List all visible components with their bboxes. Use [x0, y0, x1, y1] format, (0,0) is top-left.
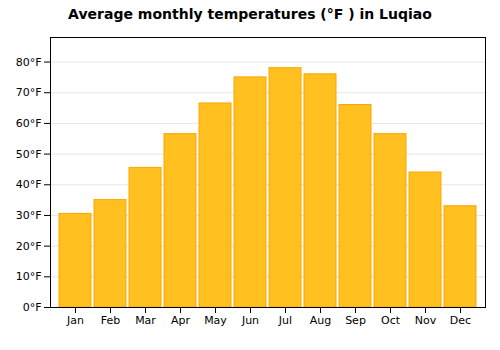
svg-text:80°F: 80°F [16, 56, 42, 69]
svg-text:May: May [204, 314, 227, 327]
svg-text:Oct: Oct [381, 314, 401, 327]
svg-text:Feb: Feb [101, 314, 120, 327]
svg-text:Jan: Jan [66, 314, 84, 327]
svg-text:Nov: Nov [415, 314, 437, 327]
svg-text:Jul: Jul [278, 314, 292, 327]
html-text:Average monthly temperatures (: Average monthly temperatures (°F ) in Lu… [68, 6, 432, 22]
svg-text:40°F: 40°F [16, 178, 42, 191]
svg-text:60°F: 60°F [16, 117, 42, 130]
svg-text:Sep: Sep [345, 314, 366, 327]
svg-text:10°F: 10°F [16, 270, 42, 283]
svg-text:Aug: Aug [310, 314, 331, 327]
svg-text:Apr: Apr [171, 314, 191, 327]
svg-text:Dec: Dec [450, 314, 471, 327]
svg-text:Jun: Jun [241, 314, 259, 327]
svg-text:50°F: 50°F [16, 148, 42, 161]
svg-text:20°F: 20°F [16, 240, 42, 253]
svg-text:30°F: 30°F [16, 209, 42, 222]
svg-text:Mar: Mar [135, 314, 156, 327]
svg-text:70°F: 70°F [16, 86, 42, 99]
svg-text:0°F: 0°F [23, 301, 42, 314]
